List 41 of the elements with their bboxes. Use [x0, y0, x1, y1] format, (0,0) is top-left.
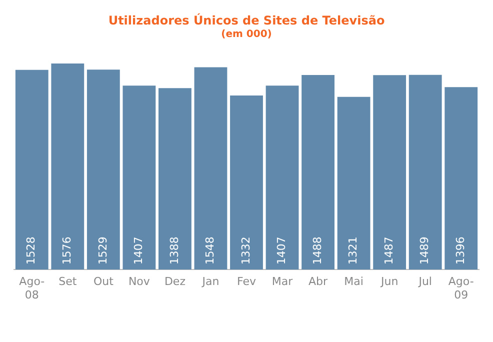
x-tick-label: Ago-09: [448, 275, 474, 302]
bar: [302, 75, 334, 270]
bar: [408, 74, 442, 270]
x-tick-label: Mai: [344, 275, 364, 288]
bar: [86, 70, 120, 270]
data-label: 1388: [168, 236, 181, 265]
data-label: 1576: [60, 236, 74, 265]
x-tick-label: Fev: [236, 275, 256, 288]
data-label: 1407: [132, 236, 146, 265]
data-label: 1488: [310, 236, 324, 265]
bar: [337, 96, 370, 270]
data-label: 1529: [96, 236, 110, 265]
data-label: 1548: [204, 236, 217, 265]
chart-subtitle: (em 000): [221, 28, 272, 40]
bar: [51, 64, 84, 270]
bar: [122, 86, 156, 270]
x-tick-label: Abr: [308, 275, 328, 288]
x-tick-label: Set: [58, 275, 78, 288]
x-tick-label: Jan: [201, 275, 220, 288]
data-label: 1321: [346, 236, 360, 265]
bar: [15, 70, 48, 270]
data-label: 1407: [275, 236, 288, 265]
bar: [373, 75, 406, 270]
x-tick-label: Ago-08: [19, 275, 45, 302]
chart-title: Utilizadores Únicos de Sites de Televisão: [108, 12, 385, 28]
bar: [230, 95, 263, 270]
data-label: 1487: [382, 236, 396, 265]
x-tick-label: Out: [93, 275, 114, 288]
bar: [444, 87, 478, 270]
bar: [194, 67, 228, 270]
x-tick-label: Dez: [164, 275, 186, 288]
x-tick-label: Jul: [418, 275, 432, 288]
bar: [158, 88, 192, 270]
bar: [266, 86, 299, 270]
x-tick-label: Jun: [380, 275, 398, 288]
data-label: 1489: [418, 236, 432, 265]
data-label: 1528: [24, 236, 38, 265]
data-label: 1332: [239, 236, 252, 265]
x-tick-label: Mar: [272, 275, 294, 288]
x-tick-label: Nov: [128, 275, 150, 288]
data-label: 1396: [454, 236, 467, 265]
